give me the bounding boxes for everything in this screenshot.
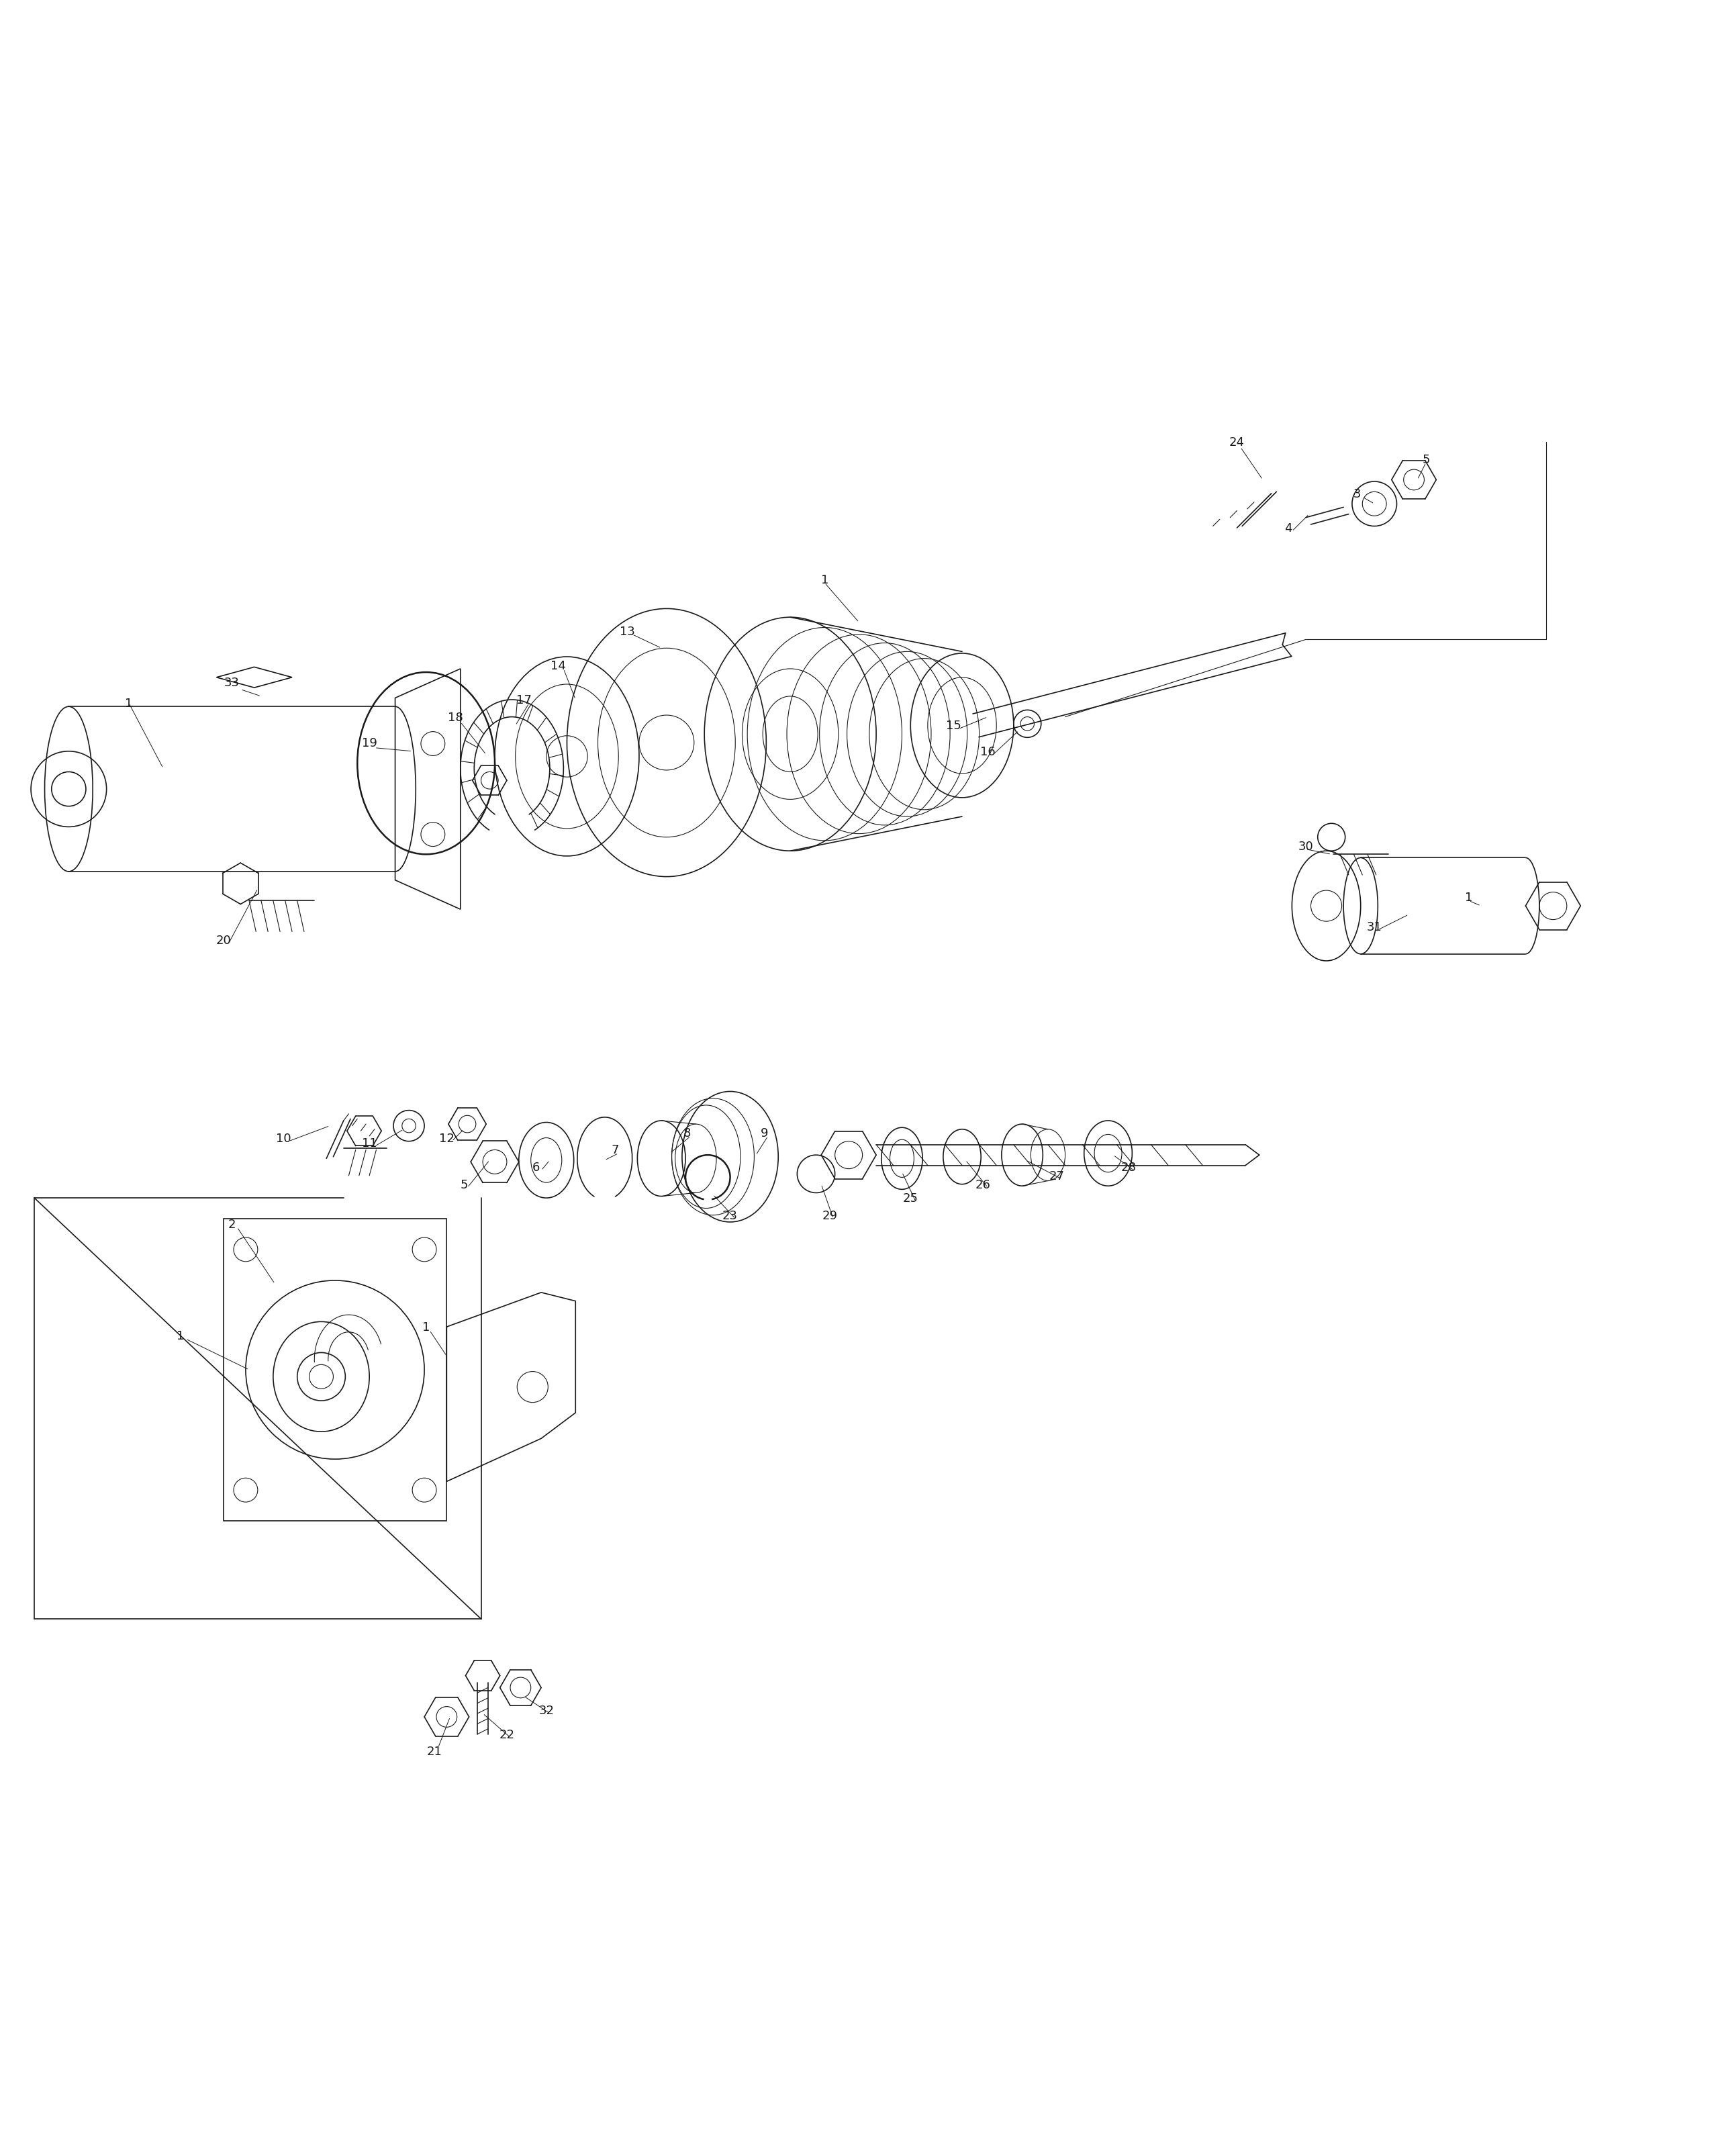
- Text: 10: 10: [277, 1132, 290, 1145]
- Text: 30: 30: [1299, 841, 1313, 852]
- Text: 20: 20: [216, 934, 230, 946]
- Text: 31: 31: [1368, 921, 1381, 934]
- Text: 16: 16: [981, 746, 995, 757]
- Text: 29: 29: [823, 1210, 837, 1222]
- Text: 1: 1: [821, 573, 828, 586]
- Text: 9: 9: [761, 1128, 768, 1138]
- Text: 25: 25: [904, 1192, 917, 1205]
- Text: 7: 7: [612, 1145, 618, 1156]
- Text: 28: 28: [1122, 1162, 1136, 1173]
- Text: 19: 19: [362, 737, 376, 748]
- Text: 32: 32: [539, 1703, 553, 1716]
- Text: 5: 5: [1423, 453, 1429, 466]
- Text: 1: 1: [423, 1322, 430, 1332]
- Text: 17: 17: [517, 694, 531, 707]
- Text: 14: 14: [551, 660, 565, 673]
- Text: 11: 11: [362, 1136, 376, 1149]
- Text: 21: 21: [428, 1746, 442, 1757]
- Text: 6: 6: [533, 1162, 539, 1173]
- Text: 15: 15: [947, 720, 960, 731]
- Text: 24: 24: [1230, 436, 1244, 448]
- Text: 22: 22: [500, 1729, 514, 1740]
- Text: 27: 27: [1050, 1171, 1063, 1181]
- Text: 18: 18: [448, 711, 462, 722]
- Text: 5: 5: [460, 1179, 467, 1190]
- Text: 12: 12: [440, 1132, 454, 1145]
- Text: 33: 33: [225, 677, 239, 690]
- Text: 23: 23: [723, 1210, 737, 1222]
- Text: 1: 1: [177, 1330, 184, 1341]
- Text: 2: 2: [228, 1218, 235, 1231]
- Text: 8: 8: [684, 1128, 691, 1138]
- Text: 4: 4: [1285, 522, 1292, 535]
- Text: 13: 13: [620, 625, 634, 638]
- Text: 1: 1: [125, 699, 132, 709]
- Text: 1: 1: [1465, 893, 1472, 903]
- Text: 3: 3: [1354, 487, 1361, 500]
- Text: 26: 26: [976, 1179, 990, 1190]
